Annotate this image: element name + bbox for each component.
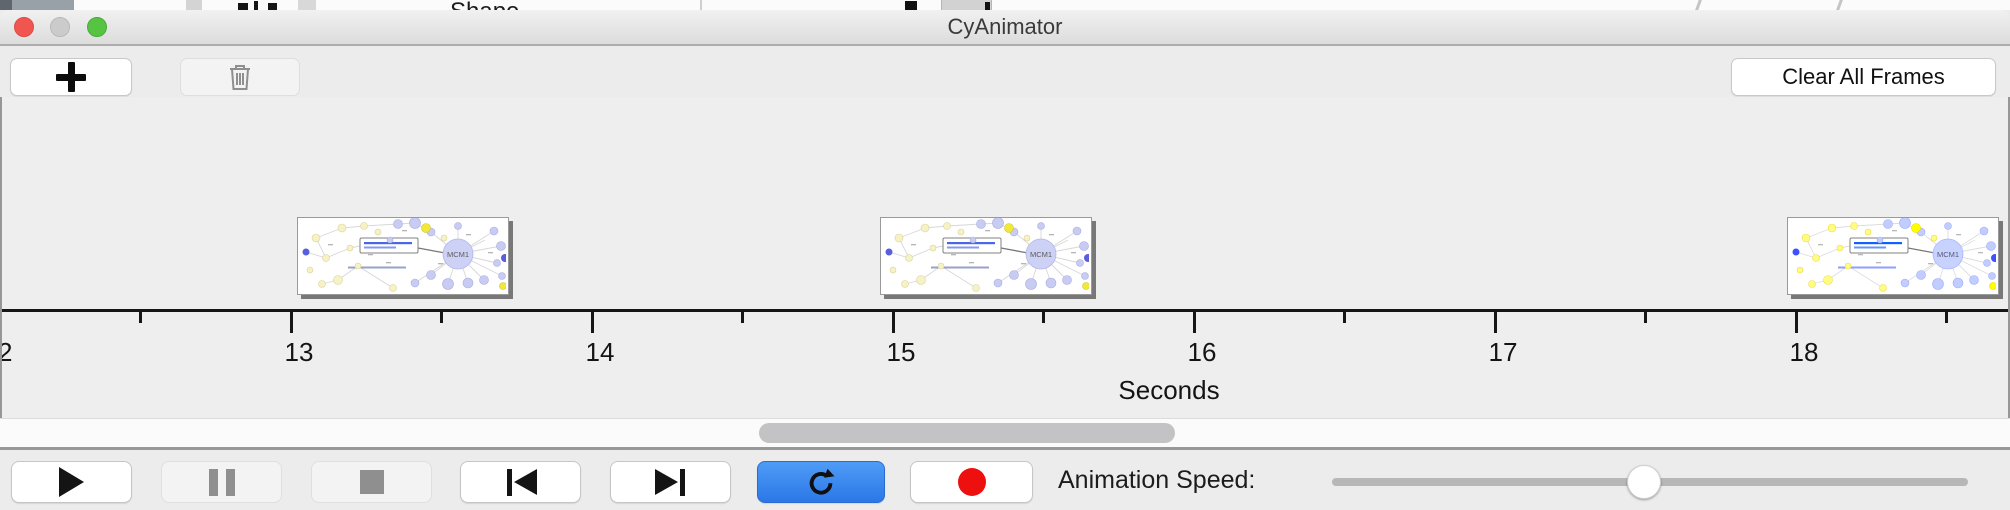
speed-slider-track[interactable] [1332,465,1968,499]
tick-label-15: 15 [886,337,916,367]
major-tick-15 [891,312,895,333]
frame-thumbnail-1[interactable] [297,217,509,295]
play-icon [59,467,84,497]
timeline-panel[interactable]: 12 13 14 15 16 17 18 Seconds [0,97,2010,418]
bg-glyph [985,2,990,10]
major-tick-17 [1493,312,1497,333]
major-tick-14 [590,312,594,333]
skip-to-start-icon [505,468,537,496]
bg-glyph [905,1,917,10]
close-button[interactable] [14,17,34,37]
tick-label-13: 13 [284,337,314,367]
minimize-button[interactable] [50,17,70,37]
minor-tick [1042,312,1045,323]
major-tick-16 [1192,312,1196,333]
play-button[interactable] [11,461,132,503]
minor-tick [1945,312,1948,323]
add-frame-button[interactable] [10,58,132,96]
minor-tick [1644,312,1647,323]
animation-speed-label: Animation Speed: [1058,466,1256,494]
pause-button[interactable] [161,461,282,503]
playback-bar: Animation Speed: [0,450,2010,510]
frame-thumbnail-2[interactable] [880,217,1092,295]
title-bar: CyAnimator [0,10,2010,46]
panel-divider [0,447,2010,450]
frame-thumbnail-3[interactable] [1787,217,1999,295]
minor-tick [440,312,443,323]
bg-glyph [254,1,258,10]
pause-icon [205,468,239,496]
record-icon [957,468,986,496]
zoom-button[interactable] [87,17,107,37]
speed-slider-thumb[interactable] [1626,465,1661,499]
bg-segment [186,0,202,10]
bg-glyph [238,3,248,10]
tick-label-17: 17 [1488,337,1518,367]
frame-thumbnail-graphic [881,218,1089,292]
loop-button[interactable] [757,461,885,503]
bg-glyph [268,3,277,10]
bg-segment [941,0,992,10]
minor-tick [139,312,142,323]
bg-glyph [1694,0,1703,10]
tick-label-12: 12 [2,337,28,368]
bg-divider [700,0,702,10]
timeline-scrollbar[interactable] [0,418,2010,447]
frame-thumbnail-graphic [1788,218,1996,292]
minor-tick [1343,312,1346,323]
clear-all-frames-button[interactable]: Clear All Frames [1731,58,1996,96]
stop-button[interactable] [311,461,432,503]
bg-segment [0,0,12,10]
minor-tick [741,312,744,323]
last-frame-button[interactable] [610,461,731,503]
timeline-axis-line [2,309,2008,312]
loop-icon [806,467,836,497]
bg-segment [12,0,74,10]
clear-all-frames-label: Clear All Frames [1782,64,1945,89]
stop-icon [359,470,384,494]
skip-to-end-icon [654,468,687,496]
record-button[interactable] [910,461,1033,503]
axis-unit-label: Seconds [1118,375,1220,405]
first-frame-button[interactable] [460,461,581,503]
frame-toolbar: Clear All Frames [0,46,2010,99]
background-app-text: Shape [450,0,519,10]
bg-segment [298,0,316,10]
bg-glyph [1835,0,1844,10]
background-app-strip: Shape [0,0,2010,10]
window-title: CyAnimator [947,14,1063,39]
frame-thumbnail-graphic [298,218,506,292]
delete-frame-button[interactable] [180,58,300,96]
major-tick-13 [289,312,293,333]
major-tick-18 [1794,312,1798,333]
scrollbar-thumb[interactable] [759,423,1175,443]
tick-label-18: 18 [1789,337,1819,367]
tick-label-16: 16 [1187,337,1217,367]
trash-icon [230,65,250,90]
tick-label-14: 14 [585,337,615,367]
plus-icon [56,62,86,92]
